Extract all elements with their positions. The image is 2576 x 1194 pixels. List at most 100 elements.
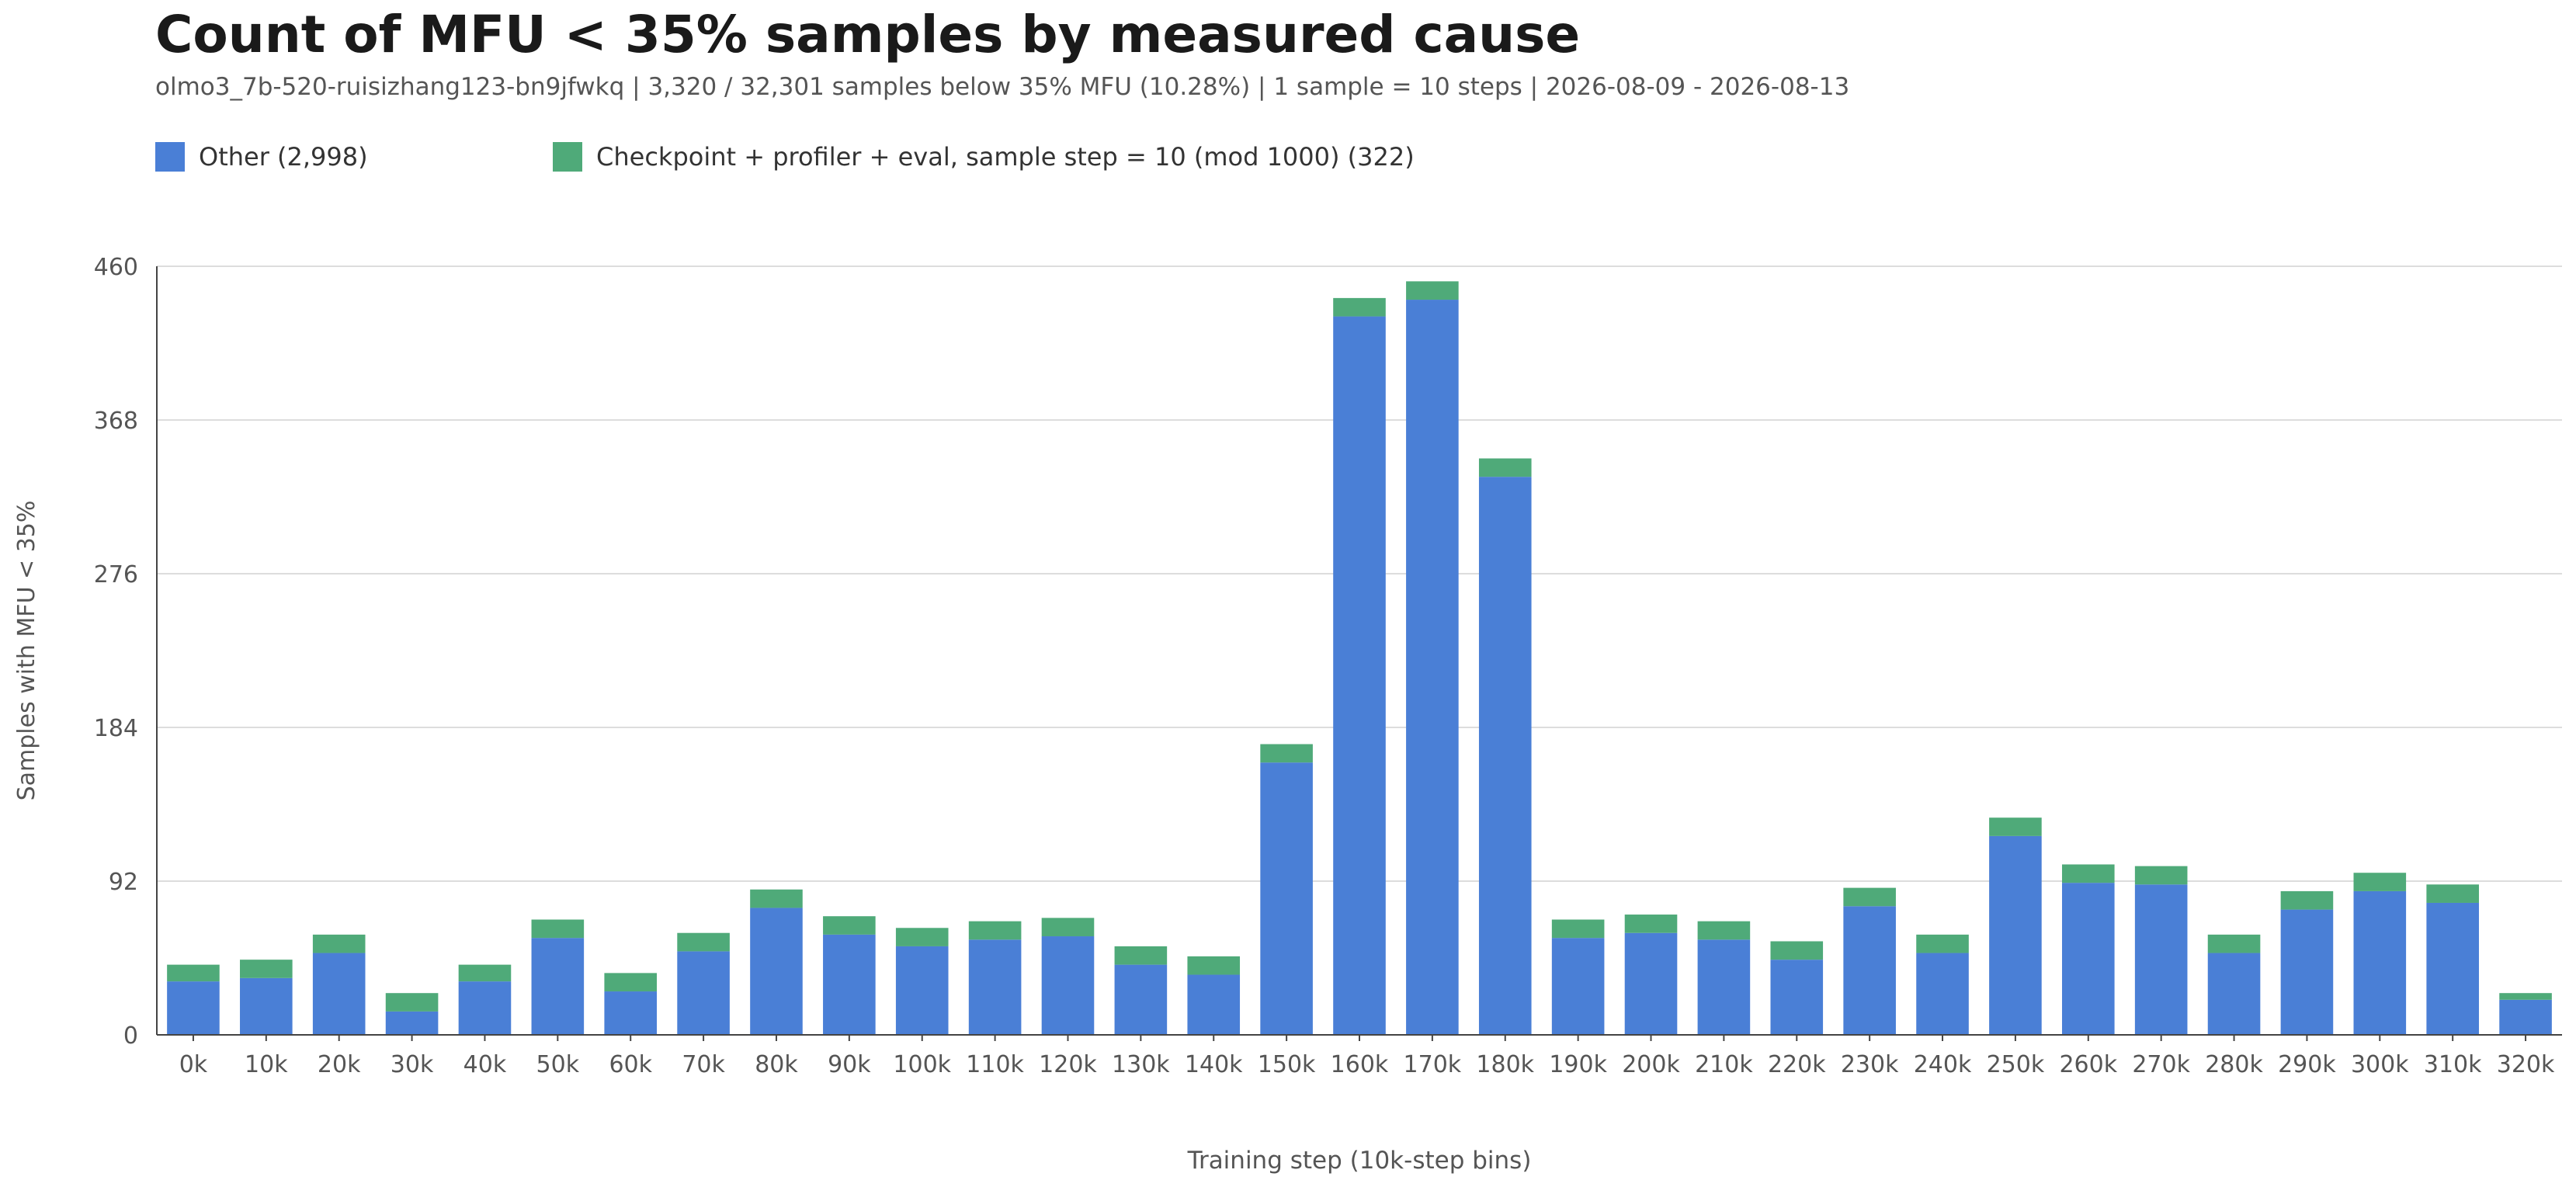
bar-segment-checkpoint: [1624, 915, 1678, 933]
x-tick-label: 240k: [1914, 1051, 1972, 1078]
bar-segment-other: [1333, 316, 1386, 1036]
bar-segment-other: [1989, 835, 2042, 1035]
x-tick-label: 190k: [1549, 1051, 1607, 1078]
bar-segment-checkpoint: [1187, 956, 1241, 975]
x-tick-label: 70k: [682, 1051, 725, 1078]
bar-segment-checkpoint: [604, 973, 658, 992]
x-tick-label: 270k: [2132, 1051, 2190, 1078]
bar-segment-other: [1187, 974, 1241, 1035]
bar-segment-other: [2353, 890, 2407, 1035]
x-tick-label: 130k: [1112, 1051, 1170, 1078]
bar-segment-other: [1114, 964, 1168, 1035]
bar-segment-other: [750, 908, 803, 1035]
bar-segment-checkpoint: [2061, 864, 2115, 883]
bar-segment-checkpoint: [385, 993, 439, 1012]
bar-segment-checkpoint: [1114, 946, 1168, 965]
bar-segment-checkpoint: [167, 964, 220, 982]
bar-segment-other: [1478, 477, 1532, 1035]
bar-segment-other: [1551, 938, 1605, 1035]
bar-segment-other: [2426, 902, 2479, 1035]
y-axis-label: Samples with MFU < 35%: [13, 501, 40, 801]
bar-segment-other: [2499, 999, 2552, 1035]
bar-segment-checkpoint: [1041, 918, 1095, 937]
x-tick-label: 10k: [245, 1051, 288, 1078]
legend-item-checkpoint[interactable]: Checkpoint + profiler + eval, sample ste…: [553, 140, 1415, 174]
y-tick-label: 184: [94, 715, 138, 742]
x-tick-label: 260k: [2059, 1051, 2117, 1078]
bar-segment-checkpoint: [750, 889, 803, 908]
x-tick-label: 290k: [2278, 1051, 2336, 1078]
bar-segment-checkpoint: [2280, 890, 2334, 910]
x-tick-label: 0k: [179, 1051, 208, 1078]
y-tick-label: 92: [109, 869, 138, 896]
x-tick-label: 320k: [2497, 1051, 2555, 1078]
x-tick-label: 200k: [1622, 1051, 1680, 1078]
x-tick-label: 30k: [391, 1051, 434, 1078]
y-tick-label: 0: [123, 1022, 138, 1050]
legend-label-checkpoint: Checkpoint + profiler + eval, sample ste…: [596, 142, 1415, 172]
x-tick-label: 250k: [1987, 1051, 2045, 1078]
x-tick-label: 40k: [463, 1051, 507, 1078]
bar-segment-checkpoint: [458, 964, 512, 982]
bar-segment-other: [312, 953, 366, 1035]
legend-swatch-other: [155, 142, 185, 172]
bar-segment-checkpoint: [1843, 887, 1896, 907]
bar-segment-other: [531, 938, 585, 1035]
bar-segment-checkpoint: [2499, 993, 2552, 1000]
x-tick-label: 60k: [609, 1051, 652, 1078]
x-tick-label: 170k: [1404, 1051, 1462, 1078]
y-tick-label: 460: [94, 254, 138, 281]
legend-label-other: Other (2,998): [199, 142, 368, 172]
bar-segment-checkpoint: [895, 928, 949, 946]
bar-segment-other: [1770, 960, 1824, 1035]
y-tick-label: 276: [94, 561, 138, 588]
bar-segment-checkpoint: [1551, 919, 1605, 939]
x-tick-label: 120k: [1039, 1051, 1097, 1078]
bar-segment-other: [677, 951, 730, 1035]
x-tick-label: 20k: [318, 1051, 361, 1078]
bar-segment-other: [2207, 953, 2261, 1035]
bar-segment-other: [1041, 936, 1095, 1035]
bar-segment-other: [1697, 939, 1751, 1035]
bar-segment-other: [1406, 300, 1459, 1036]
bar-segment-checkpoint: [1260, 744, 1313, 763]
bar-segment-checkpoint: [1916, 934, 1969, 953]
bar-segment-other: [1916, 953, 1969, 1035]
x-tick-label: 140k: [1185, 1051, 1243, 1078]
x-tick-label: 300k: [2351, 1051, 2409, 1078]
bar-segment-other: [167, 981, 220, 1035]
x-tick-label: 50k: [536, 1051, 580, 1078]
x-axis-label: Training step (10k-step bins): [1187, 1147, 1532, 1175]
x-tick-label: 310k: [2424, 1051, 2482, 1078]
bar-segment-checkpoint: [2134, 866, 2188, 885]
x-tick-label: 80k: [755, 1051, 798, 1078]
x-tick-label: 100k: [893, 1051, 951, 1078]
x-tick-label: 150k: [1258, 1051, 1316, 1078]
x-tick-label: 180k: [1476, 1051, 1534, 1078]
chart-subtitle: olmo3_7b-520-ruisizhang123-bn9jfwkq | 3,…: [155, 73, 1850, 101]
bar-segment-checkpoint: [2353, 873, 2407, 891]
bar-segment-checkpoint: [2426, 884, 2479, 903]
bar-segment-other: [1624, 932, 1678, 1035]
x-tick-label: 160k: [1331, 1051, 1389, 1078]
legend-item-other[interactable]: Other (2,998): [155, 140, 368, 174]
x-tick-label: 220k: [1768, 1051, 1826, 1078]
bar-segment-other: [895, 946, 949, 1035]
bar-segment-checkpoint: [312, 934, 366, 953]
bar-segment-checkpoint: [677, 932, 730, 952]
bar-segment-checkpoint: [968, 921, 1022, 940]
bar-segment-other: [2061, 883, 2115, 1035]
bar-segment-checkpoint: [823, 916, 876, 935]
y-axis-ticks: 0 92 184 276 368 460: [94, 254, 138, 1050]
bar-segment-other: [823, 934, 876, 1035]
x-tick-label: 110k: [966, 1051, 1024, 1078]
x-axis-ticks: 0k 10k 20k 30k 40k 50k 60k 70k 80k 90k 100k 110k 120…: [179, 1035, 2555, 1078]
bar-segment-checkpoint: [2207, 934, 2261, 953]
bar-segment-checkpoint: [531, 919, 585, 939]
bar-segment-other: [240, 977, 293, 1035]
bar-segment-checkpoint: [1697, 921, 1751, 940]
bar-segment-checkpoint: [1478, 458, 1532, 477]
bar-segment-checkpoint: [1770, 941, 1824, 960]
bar-segment-checkpoint: [1406, 281, 1459, 300]
